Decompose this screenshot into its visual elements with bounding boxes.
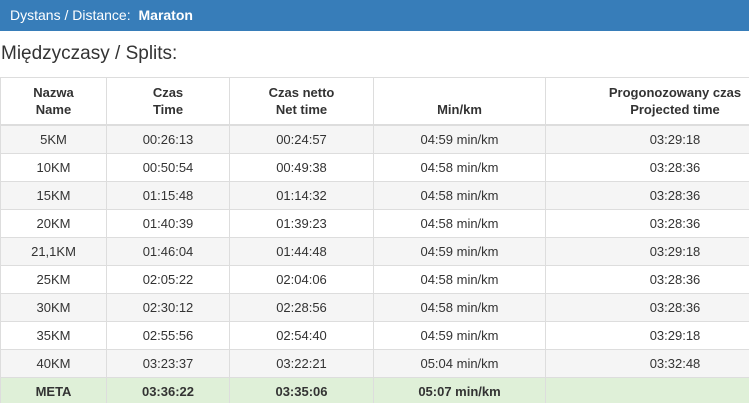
cell-net-time: 03:35:06 [229, 377, 374, 403]
cell-projected-time: 03:32:48 [545, 349, 749, 378]
cell-name: META [0, 377, 107, 403]
cell-name: 20KM [0, 209, 107, 238]
cell-time: 03:23:37 [106, 349, 230, 378]
table-row: 20KM 01:40:39 01:39:23 04:58 min/km 03:28:36 [0, 209, 749, 238]
cell-net-time: 00:24:57 [229, 124, 374, 154]
cell-projected-time [545, 377, 749, 403]
cell-net-time: 01:39:23 [229, 209, 374, 238]
col-header-time: Czas Time [106, 77, 230, 126]
splits-table: Nazwa Name Czas Time Czas netto Net time Min/k… [0, 77, 749, 403]
cell-name: 5KM [0, 124, 107, 154]
cell-name: 35KM [0, 321, 107, 350]
cell-time: 02:30:12 [106, 293, 230, 322]
cell-net-time: 00:49:38 [229, 153, 374, 182]
cell-projected-time: 03:28:36 [545, 153, 749, 182]
cell-net-time: 02:54:40 [229, 321, 374, 350]
cell-net-time: 01:44:48 [229, 237, 374, 266]
table-row: 25KM 02:05:22 02:04:06 04:58 min/km 03:28:36 [0, 265, 749, 294]
col-header-projected-time: Progonozowany czas Projected time [545, 77, 749, 126]
cell-net-time: 03:22:21 [229, 349, 374, 378]
cell-projected-time: 03:28:36 [545, 293, 749, 322]
table-row: 5KM 00:26:13 00:24:57 04:59 min/km 03:29:18 [0, 124, 749, 154]
cell-projected-time: 03:29:18 [545, 321, 749, 350]
table-row: 15KM 01:15:48 01:14:32 04:58 min/km 03:28:36 [0, 181, 749, 210]
col-header-min-km: Min/km [373, 77, 546, 126]
cell-time: 03:36:22 [106, 377, 230, 403]
cell-name: 10KM [0, 153, 107, 182]
cell-min-km: 04:58 min/km [373, 265, 546, 294]
table-header-row: Nazwa Name Czas Time Czas netto Net time Min/k… [0, 77, 749, 126]
cell-name: 15KM [0, 181, 107, 210]
cell-min-km: 04:59 min/km [373, 124, 546, 154]
cell-projected-time: 03:29:18 [545, 124, 749, 154]
cell-net-time: 02:28:56 [229, 293, 374, 322]
cell-min-km: 04:58 min/km [373, 181, 546, 210]
cell-min-km: 05:04 min/km [373, 349, 546, 378]
cell-projected-time: 03:28:36 [545, 181, 749, 210]
cell-projected-time: 03:28:36 [545, 209, 749, 238]
cell-min-km: 04:58 min/km [373, 293, 546, 322]
cell-time: 01:40:39 [106, 209, 230, 238]
cell-min-km: 04:58 min/km [373, 153, 546, 182]
cell-name: 40KM [0, 349, 107, 378]
distance-label: Dystans / Distance: [10, 7, 131, 23]
cell-time: 01:46:04 [106, 237, 230, 266]
cell-time: 02:05:22 [106, 265, 230, 294]
table-row: 35KM 02:55:56 02:54:40 04:59 min/km 03:29:18 [0, 321, 749, 350]
cell-name: 30KM [0, 293, 107, 322]
cell-time: 00:50:54 [106, 153, 230, 182]
table-row: 10KM 00:50:54 00:49:38 04:58 min/km 03:28:36 [0, 153, 749, 182]
col-header-name: Nazwa Name [0, 77, 107, 126]
splits-heading: Międzyczasy / Splits: [1, 43, 178, 64]
table-row: 21,1KM 01:46:04 01:44:48 04:59 min/km 03:29:… [0, 237, 749, 266]
cell-net-time: 02:04:06 [229, 265, 374, 294]
cell-time: 00:26:13 [106, 124, 230, 154]
meta-row: META 03:36:22 03:35:06 05:07 min/km [0, 377, 749, 403]
cell-time: 02:55:56 [106, 321, 230, 350]
cell-name: 25KM [0, 265, 107, 294]
cell-time: 01:15:48 [106, 181, 230, 210]
table-row: 30KM 02:30:12 02:28:56 04:58 min/km 03:28:36 [0, 293, 749, 322]
cell-min-km: 04:58 min/km [373, 209, 546, 238]
cell-min-km: 04:59 min/km [373, 321, 546, 350]
col-header-net-time: Czas netto Net time [229, 77, 374, 126]
distance-value: Maraton [138, 7, 193, 23]
cell-projected-time: 03:29:18 [545, 237, 749, 266]
distance-bar: Dystans / Distance: Maraton [0, 0, 749, 31]
cell-min-km: 04:59 min/km [373, 237, 546, 266]
cell-net-time: 01:14:32 [229, 181, 374, 210]
cell-projected-time: 03:28:36 [545, 265, 749, 294]
cell-name: 21,1KM [0, 237, 107, 266]
table-row: 40KM 03:23:37 03:22:21 05:04 min/km 03:32:48 [0, 349, 749, 378]
cell-min-km: 05:07 min/km [373, 377, 546, 403]
